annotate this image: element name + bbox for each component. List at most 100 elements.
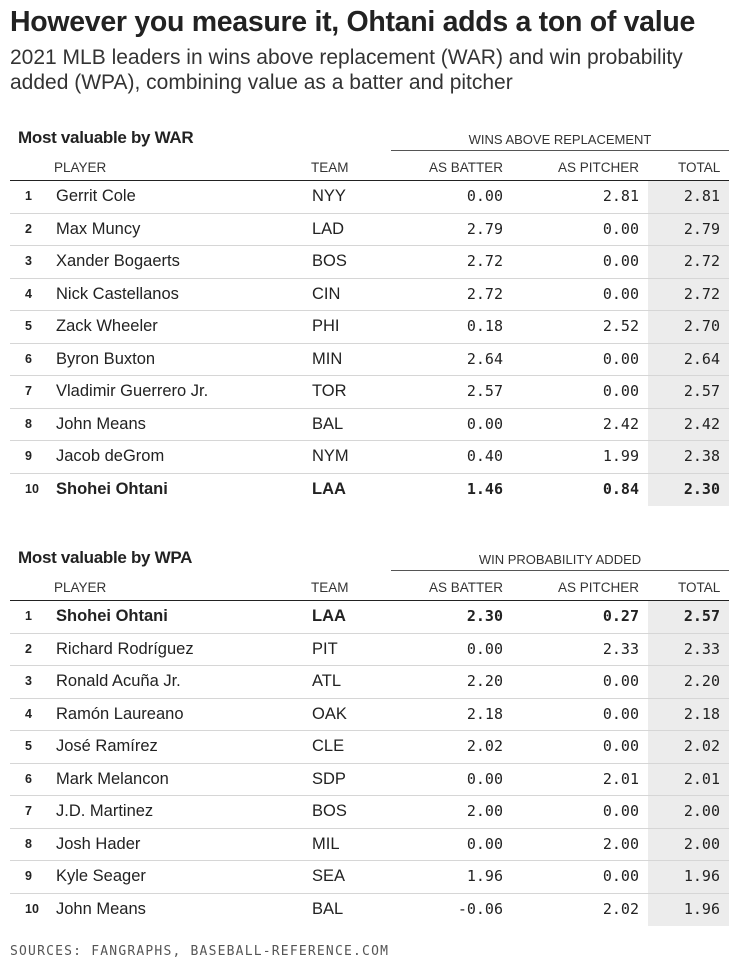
war-as-batter-value: 0.40: [466, 447, 503, 465]
wpa-table: Most valuable by WPA WIN PROBABILITY ADD…: [10, 548, 729, 928]
war-as-batter-value: 1.46: [466, 479, 503, 498]
wpa-total-value: 2.57: [683, 607, 720, 625]
wpa-table-row: 1 Shohei Ohtani LAA 2.30 0.27 2.57: [10, 601, 729, 634]
wpa-team: CLE: [312, 737, 345, 755]
war-header-total: TOTAL: [678, 160, 721, 175]
wpa-as-batter-value: 0.00: [466, 834, 503, 853]
wpa-total-column-shade: [648, 601, 729, 926]
wpa-table-title: Most valuable by WPA: [18, 548, 193, 567]
war-player-name: Byron Buxton: [56, 349, 156, 368]
wpa-player-name: Richard Rodríguez: [56, 639, 194, 658]
war-table-row: 3 Xander Bogaerts BOS 2.72 0.00 2.72: [10, 246, 729, 279]
war-table-row: 10 Shohei Ohtani LAA 1.46 0.84 2.30: [10, 474, 729, 507]
wpa-rank: 5: [25, 739, 32, 753]
war-table-row: 7 Vladimir Guerrero Jr. TOR 2.57 0.00 2.57: [10, 376, 729, 409]
war-as-pitcher-value: 0.00: [602, 252, 639, 270]
wpa-group-label: WIN PROBABILITY ADDED: [478, 552, 642, 567]
wpa-total-value: 2.01: [683, 769, 720, 788]
war-as-pitcher-value: 0.00: [602, 382, 639, 400]
war-rank: 8: [25, 416, 32, 431]
war-team: LAA: [312, 479, 346, 498]
wpa-table-row: 2 Richard Rodríguez PIT 0.00 2.33 2.33: [10, 634, 729, 666]
war-team: TOR: [312, 382, 347, 400]
wpa-table-row: 6 Mark Melancon SDP 0.00 2.01 2.01: [10, 764, 729, 796]
war-total-value: 2.79: [683, 219, 720, 238]
wpa-total-value: 2.18: [683, 704, 720, 723]
wpa-player-name: J.D. Martinez: [56, 802, 154, 820]
wpa-player-name: Kyle Seager: [56, 867, 146, 885]
wpa-as-pitcher-value: 2.02: [602, 899, 639, 918]
wpa-player-name: Mark Melancon: [56, 769, 169, 788]
wpa-header-rule: [10, 600, 729, 601]
war-team: BOS: [312, 252, 347, 270]
war-as-batter-value: 0.00: [466, 414, 503, 433]
wpa-player-name: Shohei Ohtani: [56, 607, 168, 625]
war-as-pitcher-value: 0.00: [602, 219, 639, 238]
war-rank: 7: [25, 384, 32, 398]
war-as-batter-value: 2.57: [466, 382, 503, 400]
war-table: Most valuable by WAR WINS ABOVE REPLACEM…: [10, 128, 729, 508]
war-as-pitcher-value: 2.42: [602, 414, 639, 433]
wpa-table-row: 5 José Ramírez CLE 2.02 0.00 2.02: [10, 731, 729, 764]
sources-note: SOURCES: FANGRAPHS, BASEBALL-REFERENCE.C…: [10, 944, 390, 959]
war-as-batter-value: 2.79: [466, 219, 503, 238]
wpa-as-pitcher-value: 0.00: [602, 737, 639, 755]
war-table-row: 5 Zack Wheeler PHI 0.18 2.52 2.70: [10, 311, 729, 344]
war-total-value: 2.70: [683, 317, 720, 335]
wpa-header-pitcher: AS PITCHER: [558, 580, 640, 595]
wpa-header-total: TOTAL: [678, 580, 721, 595]
wpa-rank: 4: [25, 706, 32, 721]
war-total-value: 2.42: [683, 414, 720, 433]
wpa-rank: 9: [25, 869, 32, 883]
wpa-as-pitcher-value: 0.00: [602, 802, 639, 820]
war-total-value: 2.81: [683, 187, 720, 205]
wpa-as-batter-value: 2.02: [466, 737, 503, 755]
wpa-table-row: 7 J.D. Martinez BOS 2.00 0.00 2.00: [10, 796, 729, 829]
wpa-as-batter-value: 2.18: [466, 704, 503, 723]
war-as-pitcher-value: 1.99: [602, 447, 639, 465]
wpa-team: ATL: [312, 672, 342, 690]
wpa-rank: 10: [25, 901, 39, 916]
wpa-total-value: 2.00: [683, 802, 720, 820]
war-player-name: Jacob deGrom: [56, 447, 165, 465]
war-rank: 4: [25, 286, 32, 301]
war-team: MIN: [312, 349, 343, 368]
wpa-rank: 2: [25, 641, 32, 656]
war-rank: 9: [25, 449, 32, 463]
war-as-batter-value: 2.72: [466, 284, 503, 303]
subhead: 2021 MLB leaders in wins above replaceme…: [10, 46, 683, 94]
war-rank: 6: [25, 351, 32, 366]
war-table-row: 2 Max Muncy LAD 2.79 0.00 2.79: [10, 214, 729, 246]
war-total-value: 2.57: [683, 382, 720, 400]
wpa-team: SDP: [312, 769, 346, 788]
war-total-value: 2.38: [683, 447, 720, 465]
wpa-team: OAK: [312, 704, 347, 723]
war-header-rule: [10, 180, 729, 181]
wpa-as-pitcher-value: 2.00: [602, 834, 639, 853]
wpa-table-row: 3 Ronald Acuña Jr. ATL 2.20 0.00 2.20: [10, 666, 729, 699]
war-total-value: 2.64: [683, 349, 720, 368]
wpa-rank: 1: [25, 609, 32, 623]
wpa-total-value: 1.96: [683, 899, 720, 918]
war-table-row: 6 Byron Buxton MIN 2.64 0.00 2.64: [10, 344, 729, 376]
war-table-row: 8 John Means BAL 0.00 2.42 2.42: [10, 409, 729, 441]
wpa-player-name: Josh Hader: [56, 834, 141, 853]
war-player-name: Nick Castellanos: [56, 284, 179, 303]
war-header-team: TEAM: [311, 160, 349, 175]
war-as-pitcher-value: 0.00: [602, 349, 639, 368]
wpa-player-name: John Means: [56, 899, 146, 918]
wpa-as-batter-value: 0.00: [466, 769, 503, 788]
war-total-column-shade: [648, 181, 729, 506]
war-team: BAL: [312, 414, 344, 433]
war-rank: 5: [25, 319, 32, 333]
war-team: NYY: [312, 187, 346, 205]
wpa-total-value: 2.20: [683, 672, 720, 690]
war-total-value: 2.72: [683, 252, 720, 270]
war-table-row: 4 Nick Castellanos CIN 2.72 0.00 2.72: [10, 279, 729, 311]
wpa-as-pitcher-value: 0.27: [602, 607, 639, 625]
wpa-group-rule: [391, 570, 729, 571]
wpa-as-batter-value: -0.06: [457, 899, 503, 918]
wpa-as-batter-value: 2.00: [466, 802, 503, 820]
war-group-label: WINS ABOVE REPLACEMENT: [468, 132, 652, 147]
war-table-title: Most valuable by WAR: [18, 128, 194, 147]
